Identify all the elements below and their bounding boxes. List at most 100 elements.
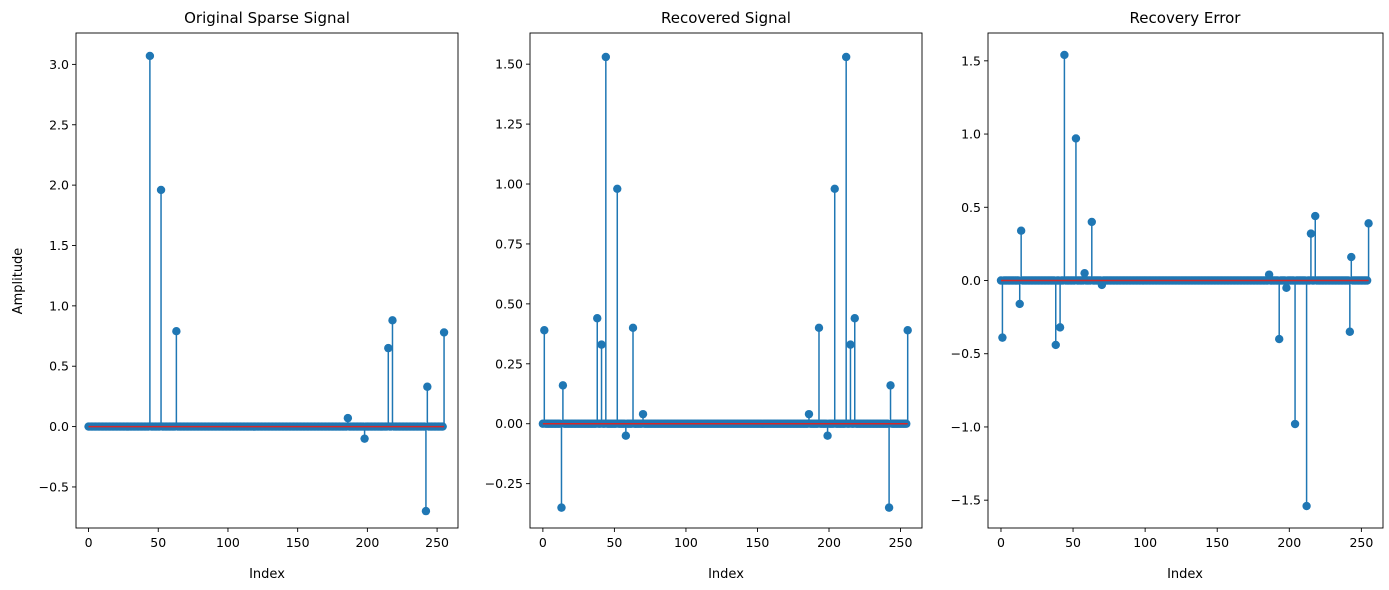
stem-marker [172,327,181,336]
plot-title: Recovery Error [1130,9,1242,27]
y-tick-label: −0.25 [485,476,523,491]
stem-marker [830,184,839,194]
y-tick-label: 1.5 [961,53,981,68]
stem-marker [998,333,1007,342]
x-axis-title: Index [708,567,744,582]
stem-marker [360,434,369,443]
axes-frame [75,32,459,529]
stem-marker [804,409,814,419]
axes-frame [529,32,923,529]
y-tick-label: −0.5 [39,479,69,494]
stem-marker [886,381,895,390]
y-tick-label: 0.0 [961,273,981,288]
y-axis-title: Amplitude [11,248,26,315]
stem-marker [388,316,397,325]
plot-area: 0 50 100 150 200 250 −0.5 0.0 0.5 1.0 1.5 2.0 2.5 3.0 [39,32,459,550]
stem-marker [638,409,648,419]
x-tick-label: 0 [539,535,547,550]
stem-marker [1290,419,1300,429]
x-tick-label: 100 [674,535,698,550]
x-axis-title: Index [1167,567,1203,582]
stem-marker [384,343,393,353]
stem-marker [1282,283,1291,293]
stem-marker [1015,299,1024,309]
x-tick-label: 50 [150,535,166,550]
stem-marker [439,328,449,337]
stem-marker [846,340,855,349]
stem-marker [1345,327,1355,336]
stem-marker [621,431,631,440]
stem-marker [628,323,638,333]
stem-marker [1080,268,1089,278]
stem-marker [1071,134,1081,143]
y-tick-label: −1.0 [951,419,981,434]
x-axis-title: Index [249,567,285,582]
stem-marker [903,326,912,335]
y-tick-label: 0.5 [49,359,69,374]
y-tick-label: 0.0 [49,419,69,434]
plot-title: Recovered Signal [661,9,791,27]
x-tick-label: 100 [216,535,240,550]
stem-marker [1306,229,1316,238]
stem-marker [1275,334,1284,344]
panel-recovery-error: Recovery Error Index 0 50 100 150 200 250 −1.5… [951,9,1384,582]
y-tick-label: 1.25 [495,117,523,132]
stem-marker [884,503,894,512]
x-tick-label: 250 [1349,535,1373,550]
stem-marker [557,503,566,512]
stem-marker [343,413,353,423]
y-tick-label: 1.50 [495,57,523,72]
stem-marker [613,184,622,194]
x-tick-label: 0 [85,535,93,550]
x-tick-label: 200 [355,535,379,550]
panel-recovered-signal: Recovered Signal Index 0 50 100 150 200 250 −0… [485,9,923,582]
y-tick-label: 2.5 [49,117,69,132]
y-tick-label: 0.5 [961,200,981,215]
y-tick-label: 0.75 [495,236,523,251]
stem-marker [1347,252,1356,262]
stem-marker [421,506,431,516]
stem-marker [1087,217,1096,227]
stem-marker [1016,226,1026,235]
stem-marker [593,314,602,323]
stem-marker [597,340,606,349]
x-tick-label: 150 [286,535,310,550]
x-tick-label: 50 [1065,535,1081,550]
stem-marker [841,52,851,62]
y-tick-label: 0.50 [495,296,523,311]
stem-marker [1060,50,1069,60]
x-tick-label: 200 [817,535,841,550]
y-tick-label: 1.00 [495,177,523,192]
y-tick-label: 0.25 [495,356,523,371]
stem-marker [1311,211,1320,221]
stem-marker [540,326,549,335]
y-tick-label: 0.00 [495,416,523,431]
plot-area: 0 50 100 150 200 250 −1.5 −1.0 −0.5 0.0 0.5 1.0 1.5 [951,32,1384,550]
y-tick-label: 1.0 [961,127,981,142]
x-tick-label: 100 [1133,535,1157,550]
plot-title: Original Sparse Signal [184,9,350,27]
stem-marker [156,185,166,195]
stem-marker [850,314,859,323]
stem-marker [814,323,824,333]
stem-marker [601,52,611,62]
x-tick-label: 250 [889,535,913,550]
stem-marker [1364,219,1373,228]
stem-marker [823,431,832,440]
y-tick-label: 1.0 [49,298,69,313]
y-tick-label: −0.5 [951,346,981,361]
stem-marker [1302,501,1311,511]
stem-marker [145,51,155,61]
x-tick-label: 0 [997,535,1005,550]
stem-marker [1055,323,1065,332]
y-tick-label: 1.5 [49,238,69,253]
plot-area: 0 50 100 150 200 250 −0.25 0.00 0.25 0.50 0.75 1.00… [485,32,923,550]
stem-marker [423,382,432,391]
x-tick-label: 200 [1277,535,1301,550]
stem-marker [1051,340,1060,350]
x-tick-label: 150 [1205,535,1229,550]
x-tick-label: 250 [425,535,449,550]
y-tick-label: −1.5 [951,493,981,508]
y-tick-label: 2.0 [49,178,69,193]
